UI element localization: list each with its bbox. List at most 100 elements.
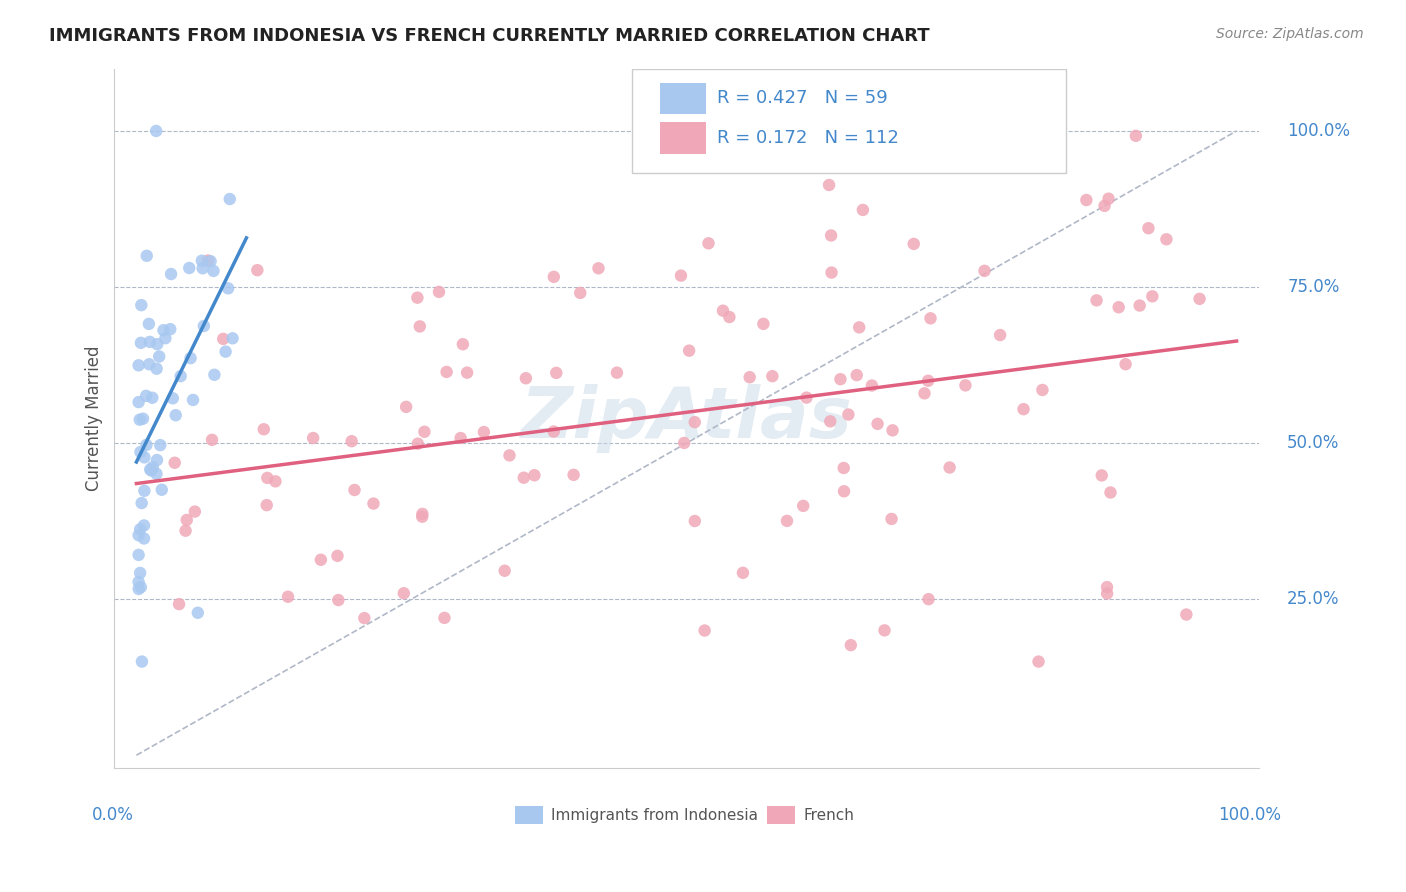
Point: [830, 372, 852, 386]
Point: [731, 566, 754, 580]
Point: [128, 582, 150, 596]
Point: [165, 408, 187, 422]
Text: 75.0%: 75.0%: [1286, 278, 1340, 296]
Point: [135, 438, 157, 452]
Point: [302, 431, 325, 445]
Point: [1142, 289, 1164, 303]
Point: [938, 460, 960, 475]
Point: [1095, 586, 1118, 600]
FancyBboxPatch shape: [631, 69, 1066, 173]
Point: [392, 586, 415, 600]
Point: [711, 303, 734, 318]
Point: [176, 513, 198, 527]
Point: [197, 253, 219, 268]
Point: [1129, 299, 1152, 313]
Point: [678, 343, 700, 358]
Point: [163, 456, 186, 470]
Point: [1076, 193, 1098, 207]
Point: [326, 549, 349, 563]
Point: [167, 597, 190, 611]
Point: [128, 528, 150, 542]
Point: [882, 423, 904, 437]
Point: [472, 425, 495, 439]
Point: [543, 425, 565, 439]
Point: [146, 337, 169, 351]
Text: Immigrants from Indonesia: Immigrants from Indonesia: [551, 808, 758, 822]
Point: [1085, 293, 1108, 308]
Point: [1137, 221, 1160, 235]
Point: [588, 261, 610, 276]
Point: [796, 391, 818, 405]
Point: [693, 624, 716, 638]
Point: [1031, 383, 1053, 397]
Point: [1188, 292, 1211, 306]
Point: [450, 431, 472, 445]
Point: [1125, 128, 1147, 143]
Text: R = 0.427   N = 59: R = 0.427 N = 59: [717, 89, 889, 107]
Point: [131, 496, 153, 510]
Point: [880, 512, 903, 526]
Point: [498, 449, 520, 463]
Point: [513, 471, 536, 485]
Point: [395, 400, 418, 414]
Point: [139, 462, 162, 476]
Point: [837, 408, 859, 422]
Point: [134, 483, 156, 498]
Bar: [766, 806, 796, 823]
Point: [1115, 357, 1137, 371]
Point: [683, 415, 706, 429]
Point: [201, 433, 224, 447]
Text: R = 0.427   N = 59: R = 0.427 N = 59: [669, 93, 839, 111]
Point: [917, 592, 939, 607]
Point: [328, 593, 350, 607]
Point: [845, 368, 868, 383]
Point: [411, 509, 433, 524]
Point: [1094, 199, 1116, 213]
Point: [214, 344, 236, 359]
Text: 100.0%: 100.0%: [1219, 806, 1281, 824]
Point: [128, 548, 150, 562]
Point: [142, 460, 165, 475]
Point: [427, 285, 450, 299]
Point: [131, 298, 153, 312]
Point: [761, 369, 783, 384]
Point: [860, 378, 883, 392]
Point: [264, 475, 287, 489]
Point: [1028, 655, 1050, 669]
Point: [212, 332, 235, 346]
Point: [1097, 192, 1119, 206]
Point: [184, 505, 207, 519]
Point: [200, 254, 222, 268]
Point: [669, 268, 692, 283]
Point: [191, 253, 214, 268]
Point: [129, 445, 152, 459]
Point: [1091, 468, 1114, 483]
Point: [146, 453, 169, 467]
Point: [683, 514, 706, 528]
Point: [820, 414, 842, 428]
Y-axis label: Currently Married: Currently Married: [86, 345, 103, 491]
Point: [202, 368, 225, 382]
Point: [159, 322, 181, 336]
Text: R = 0.172   N = 112: R = 0.172 N = 112: [717, 129, 900, 147]
Point: [1095, 580, 1118, 594]
Point: [988, 328, 1011, 343]
Point: [309, 553, 332, 567]
Point: [256, 498, 278, 512]
Point: [174, 524, 197, 538]
Point: [1012, 402, 1035, 417]
Point: [873, 624, 896, 638]
Point: [832, 461, 855, 475]
Point: [792, 499, 814, 513]
Point: [218, 192, 240, 206]
Text: 100.0%: 100.0%: [1286, 122, 1350, 140]
Point: [606, 366, 628, 380]
Point: [150, 483, 173, 497]
Bar: [661, 122, 706, 153]
Point: [141, 391, 163, 405]
Text: 50.0%: 50.0%: [1286, 434, 1340, 452]
Point: [187, 606, 209, 620]
Point: [160, 267, 183, 281]
Point: [920, 311, 942, 326]
Point: [129, 522, 152, 536]
